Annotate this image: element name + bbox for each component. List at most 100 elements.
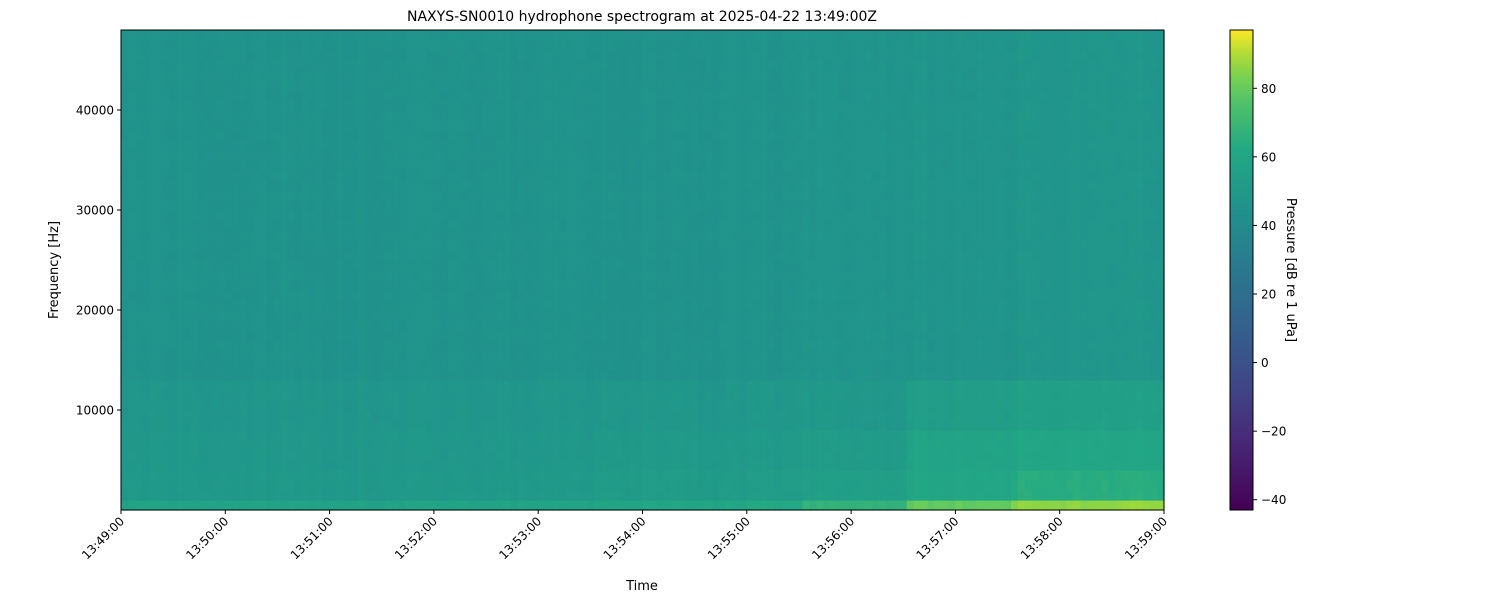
heatmap-cell [218,190,226,201]
heatmap-cell [433,120,442,131]
heatmap-cell [510,90,518,101]
heatmap-cell [524,470,532,481]
heatmap-cell [322,90,331,101]
heatmap-cell [760,410,769,421]
heatmap-cell [489,260,498,271]
heatmap-cell [781,60,790,71]
heatmap-cell [239,270,247,281]
heatmap-cell [781,360,790,371]
heatmap-cell [725,70,734,81]
heatmap-cell [287,120,296,131]
heatmap-cell [461,150,470,161]
heatmap-cell [155,460,164,471]
heatmap-cell [454,430,463,441]
heatmap-cell [246,290,254,301]
heatmap-cell [357,90,365,101]
heatmap-cell [336,190,345,201]
heatmap-cell [413,490,421,501]
heatmap-cell [267,460,275,471]
heatmap-cell [426,140,435,151]
heatmap-cell [600,110,609,121]
heatmap-cell [329,500,338,511]
heatmap-cell [579,400,588,411]
heatmap-cell [496,490,505,501]
heatmap-cell [788,210,797,221]
heatmap-cell [433,180,442,191]
heatmap-cell [204,490,212,501]
heatmap-cell [524,140,532,151]
heatmap-cell [503,210,511,221]
heatmap-cell [517,150,525,161]
heatmap-cell [461,300,470,311]
heatmap-cell [670,480,678,491]
heatmap-cell [677,430,685,441]
heatmap-cell [531,460,539,471]
heatmap-cell [725,320,734,331]
heatmap-cell [141,220,150,231]
heatmap [121,30,1165,511]
heatmap-cell [482,450,491,461]
heatmap-cell [301,160,310,171]
heatmap-cell [746,320,755,331]
heatmap-cell [267,380,275,391]
heatmap-cell [524,130,532,141]
heatmap-cell [837,220,845,231]
heatmap-cell [725,500,734,511]
heatmap-cell [712,460,720,471]
heatmap-cell [510,160,518,171]
heatmap-cell [837,40,845,51]
heatmap-cell [600,500,609,511]
heatmap-cell [329,50,338,61]
heatmap-cell [315,40,324,51]
heatmap-cell [816,140,824,151]
heatmap-cell [454,330,463,341]
heatmap-cell [566,250,574,261]
heatmap-cell [141,290,150,301]
heatmap-cell [148,80,157,91]
heatmap-cell [322,420,331,431]
heatmap-cell [503,250,511,261]
heatmap-cell [364,330,372,341]
heatmap-cell [197,240,206,251]
heatmap-cell [155,410,164,421]
heatmap-cell [760,100,769,111]
heatmap-cell [837,30,845,41]
heatmap-cell [781,240,790,251]
heatmap-cell [586,200,595,211]
heatmap-cell [649,440,657,451]
heatmap-cell [718,350,727,361]
heatmap-cell [315,30,324,41]
heatmap-cell [218,130,226,141]
heatmap-cell [705,240,713,251]
heatmap-cell [162,140,171,151]
heatmap-cell [552,270,560,281]
heatmap-cell [468,90,477,101]
heatmap-cell [572,300,581,311]
heatmap-cell [468,80,477,91]
heatmap-cell [538,120,546,131]
heatmap-cell [531,190,539,201]
heatmap-cell [802,430,810,441]
heatmap-cell [649,210,657,221]
heatmap-cell [621,50,630,61]
heatmap-cell [246,280,254,291]
heatmap-cell [593,60,602,71]
heatmap-cell [454,310,463,321]
heatmap-cell [635,90,644,101]
heatmap-cell [440,450,449,461]
heatmap-cell [802,440,810,451]
heatmap-cell [343,240,352,251]
heatmap-cell [218,50,226,61]
heatmap-cell [336,30,345,41]
heatmap-cell [204,440,212,451]
heatmap-cell [322,500,331,511]
heatmap-cell [718,130,727,141]
heatmap-cell [593,140,602,151]
heatmap-cell [413,140,421,151]
heatmap-cell [183,190,192,201]
heatmap-cell [642,170,651,181]
heatmap-cell [552,440,560,451]
heatmap-cell [475,320,484,331]
heatmap-cell [621,140,630,151]
heatmap-cell [364,260,372,271]
